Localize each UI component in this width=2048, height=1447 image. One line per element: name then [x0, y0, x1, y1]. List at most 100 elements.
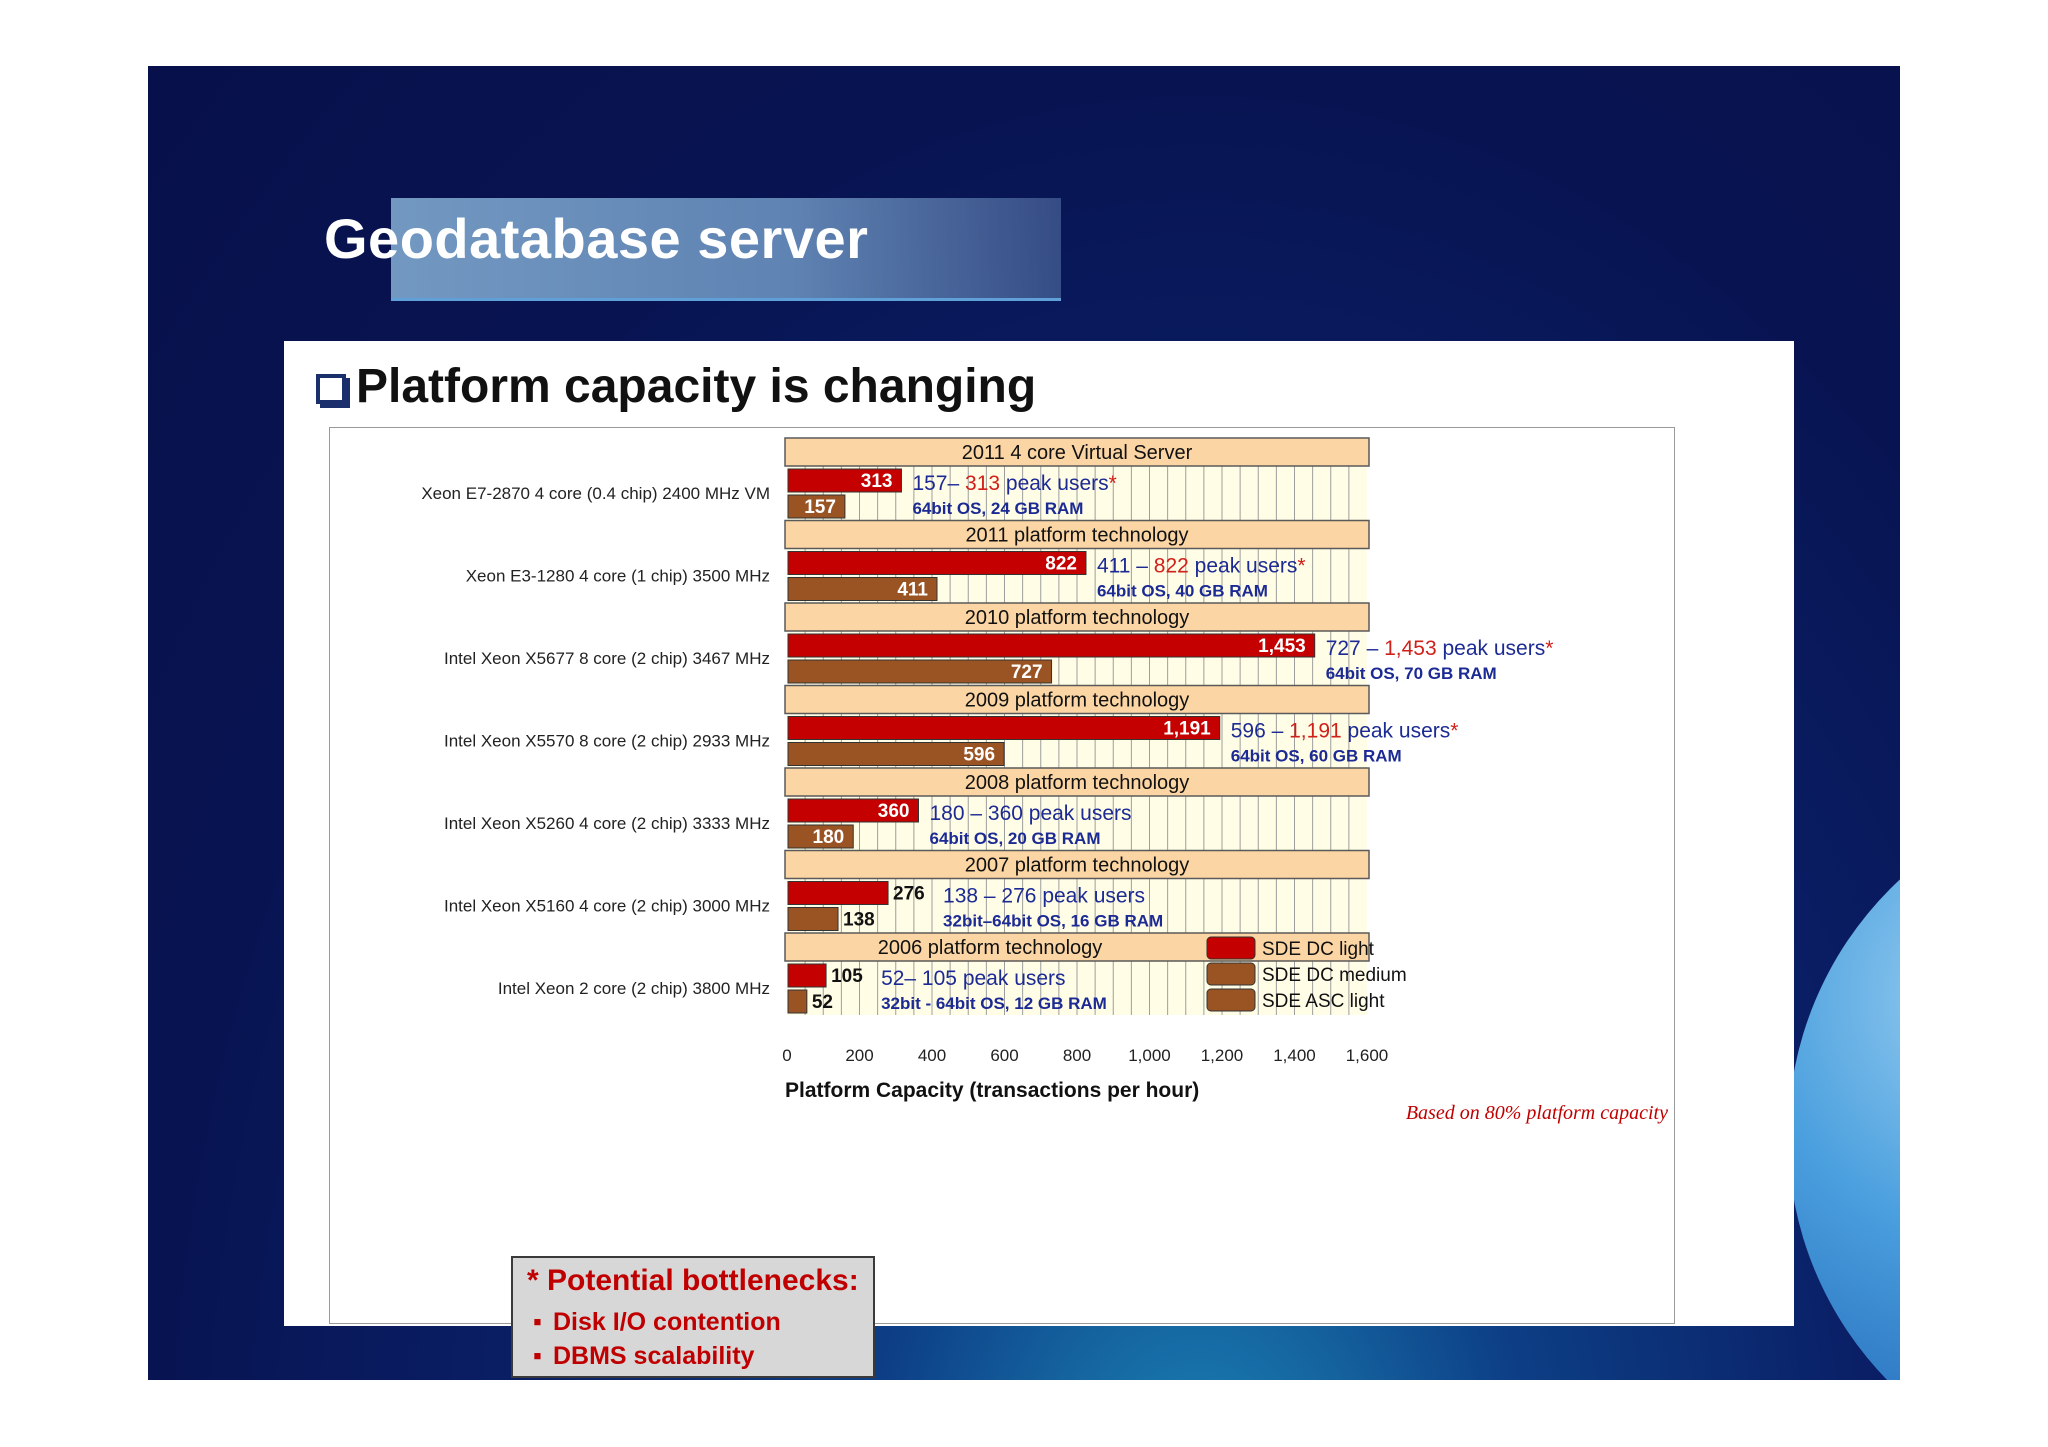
bar-sde-dc-medium [787, 824, 854, 849]
bar-value-medium: 727 [1011, 662, 1043, 683]
panel-heading: Platform capacity is changing [316, 359, 1036, 414]
bar-value-light: 105 [831, 966, 863, 987]
bar-sde-dc-light [787, 633, 1316, 658]
bottlenecks-title: * Potential bottlenecks: [527, 1264, 859, 1297]
legend-swatch [1206, 936, 1256, 960]
cpu-label: Intel Xeon X5570 8 core (2 chip) 2933 MH… [444, 732, 770, 751]
bar-sde-dc-light [787, 963, 827, 988]
peak-users-range: 157– [912, 472, 965, 495]
peak-users-suffix: peak users [1189, 555, 1298, 578]
bar-value-light: 1,191 [1163, 719, 1211, 740]
group-header-label: 2009 platform technology [965, 690, 1190, 712]
x-tick-label: 400 [918, 1046, 946, 1065]
legend-label: SDE ASC light [1262, 991, 1385, 1012]
bar-value-light: 313 [861, 471, 893, 492]
capacity-note: Based on 80% platform capacity [1406, 1102, 1668, 1124]
os-ram-label: 64bit OS, 40 GB RAM [1097, 582, 1268, 601]
bar-value-light: 276 [893, 884, 925, 905]
checkbox-bullet-icon [316, 374, 346, 404]
group-header-label: 2006 platform technology [878, 937, 1103, 959]
bottleneck-item: Disk I/O contention [533, 1308, 781, 1337]
peak-users-range: 596 – [1231, 720, 1289, 743]
bottleneck-item: DBMS scalability [533, 1342, 754, 1371]
os-ram-label: 64bit OS, 60 GB RAM [1231, 747, 1402, 766]
os-ram-label: 64bit OS, 24 GB RAM [912, 499, 1083, 518]
asterisk-marker: * [1545, 637, 1553, 660]
legend-swatch [1206, 962, 1256, 986]
chart-frame: 2011 4 core Virtual Server Xeon E7-2870 4… [329, 427, 1675, 1324]
group-header-band [784, 767, 1370, 797]
asterisk-marker: * [1297, 555, 1305, 578]
group-header-band [784, 684, 1370, 715]
bar-value-medium: 596 [963, 745, 995, 766]
peak-users-high: 1,453 [1384, 637, 1437, 660]
cpu-label: Intel Xeon X5260 4 core (2 chip) 3333 MH… [444, 814, 770, 833]
os-ram-label: 32bit - 64bit OS, 12 GB RAM [881, 994, 1107, 1013]
bar-value-medium: 52 [812, 992, 833, 1013]
bar-value-medium: 157 [804, 497, 836, 518]
cpu-label: Intel Xeon X5677 8 core (2 chip) 3467 MH… [444, 649, 770, 668]
legend-swatch [1206, 988, 1256, 1012]
group-header-band [784, 932, 1370, 962]
group-header-label: 2011 platform technology [965, 525, 1188, 547]
bar-value-medium: 180 [813, 827, 845, 848]
group-header-label: 2007 platform technology [965, 855, 1190, 877]
asterisk-marker: * [1109, 472, 1117, 495]
x-tick-label: 200 [845, 1046, 873, 1065]
group-header-band [784, 519, 1370, 550]
group-header-label: 2010 platform technology [965, 607, 1190, 629]
peak-users-high: 313 [965, 472, 1000, 495]
peak-users-label: 727 – 1,453 peak users* [1326, 637, 1554, 660]
bar-value-light: 360 [878, 801, 910, 822]
cpu-label: Xeon E3-1280 4 core (1 chip) 3500 MHz [466, 567, 770, 586]
cpu-label: Xeon E7-2870 4 core (0.4 chip) 2400 MHz … [421, 484, 770, 503]
peak-users-range: 138 – 276 [943, 885, 1036, 908]
capacity-chart: 2011 4 core Virtual Server Xeon E7-2870 4… [421, 437, 1668, 1124]
slide-background: Geodatabase server Platform capacity is … [148, 66, 1900, 1380]
x-tick-label: 1,400 [1273, 1046, 1316, 1065]
peak-users-label: 180 – 360 peak users [930, 802, 1132, 825]
x-tick-label: 1,600 [1346, 1046, 1389, 1065]
group-header-band [784, 437, 1370, 467]
peak-users-label: 411 – 822 peak users* [1097, 555, 1306, 578]
peak-users-suffix: peak users [1036, 885, 1145, 908]
bar-sde-dc-medium [787, 659, 1053, 684]
bar-sde-dc-light [787, 551, 1087, 575]
bar-sde-dc-medium [787, 907, 839, 931]
cpu-label: Intel Xeon X5160 4 core (2 chip) 3000 MH… [444, 897, 770, 916]
x-tick-label: 1,000 [1128, 1046, 1171, 1065]
x-tick-label: 600 [990, 1046, 1018, 1065]
bar-sde-dc-light [787, 881, 889, 905]
peak-users-suffix: peak users [1437, 637, 1546, 660]
globe-graphic [1788, 786, 1900, 1380]
content-panel: Platform capacity is changing 2011 4 cor… [284, 341, 1794, 1326]
peak-users-suffix: peak users [957, 967, 1066, 990]
bar-value-light: 1,453 [1258, 636, 1306, 657]
group-header-band [784, 849, 1370, 880]
bar-sde-dc-medium [787, 989, 808, 1014]
bar-sde-dc-medium [787, 494, 846, 519]
bar-sde-dc-medium [787, 742, 1005, 766]
peak-users-label: 52– 105 peak users [881, 967, 1065, 990]
bar-sde-dc-light [787, 798, 919, 823]
asterisk-marker: * [1450, 720, 1458, 743]
bottlenecks-box: * Potential bottlenecks: Disk I/O conten… [511, 1256, 875, 1378]
bar-value-medium: 411 [897, 580, 928, 601]
peak-users-label: 596 – 1,191 peak users* [1231, 720, 1459, 743]
os-ram-label: 64bit OS, 70 GB RAM [1326, 664, 1497, 683]
peak-users-label: 157– 313 peak users* [912, 472, 1116, 495]
peak-users-range: 411 – [1097, 555, 1154, 578]
bar-sde-dc-light [787, 716, 1221, 740]
panel-heading-text: Platform capacity is changing [356, 360, 1037, 413]
group-header-label: 2011 4 core Virtual Server [962, 442, 1193, 464]
legend-label: SDE DC medium [1262, 965, 1407, 986]
x-tick-label: 800 [1063, 1046, 1091, 1065]
os-ram-label: 32bit–64bit OS, 16 GB RAM [943, 912, 1163, 931]
os-ram-label: 64bit OS, 20 GB RAM [930, 829, 1101, 848]
group-header-label: 2008 platform technology [965, 772, 1190, 794]
peak-users-high: 1,191 [1289, 720, 1342, 743]
x-tick-label: 1,200 [1201, 1046, 1244, 1065]
slide-title: Geodatabase server [324, 207, 869, 270]
bar-value-medium: 138 [843, 910, 875, 931]
peak-users-high: 822 [1154, 555, 1189, 578]
